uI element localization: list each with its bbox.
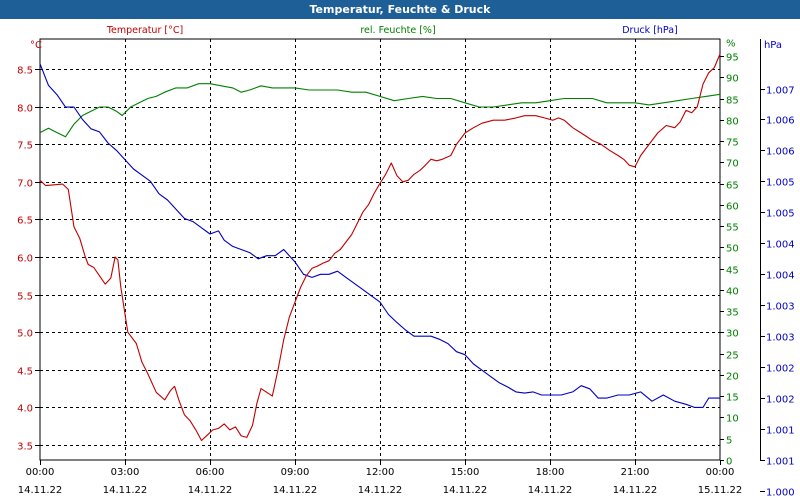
temperature-tick-label: 4.5: [17, 367, 33, 378]
humidity-tick-label: 40: [726, 287, 739, 298]
pressure-line: [39, 63, 720, 408]
humidity-tick-label: 90: [726, 74, 739, 85]
x-tick-date: 14.11.22: [443, 485, 488, 496]
x-tick-date: 14.11.22: [528, 485, 573, 496]
humidity-tick-label: 25: [726, 351, 739, 362]
humidity-tick-label: 75: [726, 138, 739, 149]
temperature-axis: 3.5 4.0 4.5 5.0 5.5 6.0 6.5 7.0 7.5 8.0 8.5: [17, 66, 40, 453]
pressure-tick-label: 1.002: [766, 395, 795, 406]
pressure-unit-label: hPa: [764, 40, 782, 51]
humidity-tick-label: 0: [726, 457, 732, 468]
humidity-tick-label: 5: [726, 436, 732, 447]
humidity-tick-label: 45: [726, 266, 739, 277]
pressure-tick-label: 1.006: [766, 116, 795, 127]
x-tick-time: 18:00: [536, 467, 565, 478]
temperature-series-label: Temperatur [°C]: [106, 25, 183, 36]
time-axis: 00:00 14.11.22 03:00 14.11.22 06:00 14.11.22 0…: [18, 460, 743, 496]
pressure-axis: 1.000 1.001 1.001 1.002 1.002 1.003 1.003 1.004…: [760, 86, 795, 499]
x-tick-time: 00:00: [26, 467, 55, 478]
humidity-tick-label: 80: [726, 117, 739, 128]
pressure-series-label: Druck [hPa]: [622, 25, 678, 36]
humidity-tick-label: 50: [726, 244, 739, 255]
temperature-tick-label: 5.5: [17, 292, 33, 303]
x-tick-date: 15.11.22: [698, 485, 743, 496]
temperature-tick-label: 7.0: [17, 179, 33, 190]
x-tick-time: 03:00: [111, 467, 140, 478]
humidity-tick-label: 35: [726, 308, 739, 319]
humidity-tick-label: 10: [726, 414, 739, 425]
pressure-tick-label: 1.005: [766, 209, 795, 220]
humidity-tick-label: 65: [726, 181, 739, 192]
pressure-tick-label: 1.006: [766, 147, 795, 158]
pressure-tick-label: 1.001: [766, 457, 795, 468]
x-tick-time: 09:00: [281, 467, 310, 478]
x-tick-date: 14.11.22: [273, 485, 318, 496]
pressure-tick-label: 1.003: [766, 302, 795, 313]
chart-title: Temperatur, Feuchte & Druck: [0, 0, 800, 19]
x-tick-time: 15:00: [451, 467, 480, 478]
x-tick-date: 14.11.22: [358, 485, 403, 496]
temperature-line: [39, 53, 721, 442]
humidity-tick-label: 20: [726, 372, 739, 383]
pressure-tick-label: 1.007: [766, 86, 795, 97]
humidity-tick-label: 30: [726, 329, 739, 340]
temperature-unit-label: °C: [30, 40, 42, 51]
x-tick-date: 14.11.22: [103, 485, 148, 496]
grid: [40, 39, 720, 460]
pressure-tick-label: 1.002: [766, 364, 795, 375]
temperature-tick-label: 4.0: [17, 404, 33, 415]
x-tick-time: 00:00: [706, 467, 735, 478]
temperature-tick-label: 8.0: [17, 104, 33, 115]
x-tick-date: 14.11.22: [613, 485, 658, 496]
humidity-tick-label: 55: [726, 223, 739, 234]
x-tick-time: 12:00: [366, 467, 395, 478]
humidity-tick-label: 60: [726, 202, 739, 213]
temperature-tick-label: 8.5: [17, 66, 33, 77]
humidity-tick-label: 15: [726, 393, 739, 404]
chart-canvas: 3.5 4.0 4.5 5.0 5.5 6.0 6.5 7.0 7.5 8.0 8.5 0 5 10 15…: [17, 25, 795, 499]
pressure-tick-label: 1.001: [766, 426, 795, 437]
temperature-tick-label: 5.0: [17, 329, 33, 340]
pressure-tick-label: 1.003: [766, 333, 795, 344]
humidity-axis: 0 5 10 15 20 25 30 35 40 45 50 55 60 65 70 75 80 85 90 95%: [720, 39, 761, 468]
x-tick-date: 14.11.22: [18, 485, 63, 496]
temperature-tick-label: 6.5: [17, 216, 33, 227]
humidity-tick-label: 85: [726, 96, 739, 107]
temperature-tick-label: 7.5: [17, 141, 33, 152]
humidity-tick-label: %: [726, 39, 736, 50]
humidity-line: [39, 83, 721, 138]
x-tick-time: 06:00: [196, 467, 225, 478]
pressure-tick-label: 1.005: [766, 178, 795, 189]
series: [39, 53, 721, 442]
humidity-tick-label: 70: [726, 159, 739, 170]
pressure-tick-label: 1.000: [766, 488, 795, 499]
pressure-tick-label: 1.004: [766, 240, 795, 251]
temperature-tick-label: 6.0: [17, 254, 33, 265]
x-tick-date: 14.11.22: [188, 485, 233, 496]
humidity-tick-label: 95: [726, 53, 739, 64]
humidity-series-label: rel. Feuchte [%]: [360, 25, 435, 36]
x-tick-time: 21:00: [621, 467, 650, 478]
temperature-tick-label: 3.5: [17, 442, 33, 453]
pressure-tick-label: 1.004: [766, 271, 795, 282]
